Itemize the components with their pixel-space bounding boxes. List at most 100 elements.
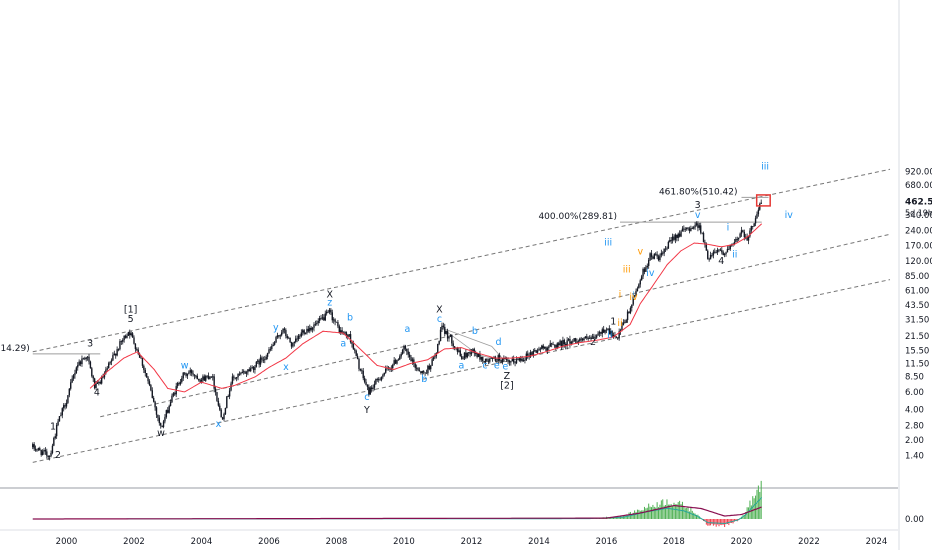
price-tick-label: 15.50 <box>905 346 929 356</box>
candle-body <box>158 417 161 424</box>
candle-body <box>160 423 162 426</box>
candle-body <box>567 339 570 341</box>
candle-body <box>380 376 383 381</box>
candle-body <box>264 359 266 361</box>
candle-body <box>34 448 37 451</box>
candle-body <box>546 348 549 351</box>
candle-body <box>278 335 280 337</box>
candle-body <box>420 371 422 374</box>
candle-body <box>133 337 135 344</box>
candle-body <box>186 373 189 376</box>
candle-body <box>475 353 477 354</box>
price-tick-label: 8.50 <box>905 373 924 383</box>
candle-body <box>105 369 107 374</box>
price-axis[interactable]: 1.40 2.00 2.80 4.00 6.00 8.50 11.50 15.50 21.50 3… <box>898 0 932 550</box>
candle-body <box>666 248 668 250</box>
candle-body <box>77 365 79 368</box>
candle-body <box>317 320 319 324</box>
wave-label: [2] <box>500 380 513 391</box>
candle-body <box>43 449 45 452</box>
wave-label: w <box>181 361 189 372</box>
candle-body <box>84 358 86 360</box>
candle-body <box>148 381 151 386</box>
candle-body <box>563 340 566 345</box>
candle-body <box>330 309 332 313</box>
candle-body <box>496 360 498 362</box>
candle-body <box>725 252 727 255</box>
moving-average <box>89 223 763 393</box>
candle-body <box>674 234 677 240</box>
candle-body <box>202 376 204 380</box>
wave-label: 2 <box>590 337 596 348</box>
candle-body <box>183 372 186 374</box>
wave-label: c <box>482 361 487 372</box>
candle-body <box>272 344 274 347</box>
candle-body <box>479 353 481 360</box>
price-tick-label: 6.00 <box>905 388 924 398</box>
time-axis[interactable]: 2000 2002 2004 2006 2008 2010 2012 2014 2016 2018… <box>56 537 888 547</box>
candle-body <box>79 361 82 365</box>
candle-body <box>235 377 238 379</box>
candle-body <box>500 360 502 363</box>
candle-body <box>459 350 461 357</box>
wave-label: X <box>436 304 443 315</box>
candle-body <box>102 376 104 378</box>
candle-body <box>664 248 667 250</box>
candle-body <box>33 444 35 449</box>
candle-body <box>448 336 450 339</box>
candle-body <box>88 356 90 362</box>
candle-body <box>127 332 130 336</box>
candle-body <box>550 343 553 345</box>
candle-body <box>363 378 366 382</box>
candle-body <box>742 230 744 232</box>
wave-label: iv <box>629 292 638 303</box>
candle-body <box>141 358 144 366</box>
candle-body <box>633 295 636 297</box>
candle-body <box>749 230 751 237</box>
candle-body <box>113 353 116 356</box>
candle-body <box>414 364 416 368</box>
candle-body <box>259 357 262 365</box>
candle-body <box>107 363 110 369</box>
candle-body <box>444 326 446 334</box>
candle-body <box>545 346 547 351</box>
candle-body <box>91 368 93 377</box>
candle-body <box>48 456 51 458</box>
candle-body <box>269 348 272 350</box>
candle-body <box>122 339 124 342</box>
candle-body <box>663 248 665 254</box>
candle-body <box>171 395 173 403</box>
candle-body <box>570 341 573 344</box>
candle-body <box>124 335 127 338</box>
candle-body <box>754 218 757 224</box>
candle-body <box>375 379 377 384</box>
candle-body <box>562 340 564 347</box>
candle-body <box>470 352 473 355</box>
wave-label: e <box>502 362 508 373</box>
candle-body <box>595 335 598 338</box>
candle-body <box>735 238 737 242</box>
candle-body <box>632 296 634 305</box>
candle-body <box>684 228 686 230</box>
candle-body <box>224 407 227 415</box>
candle-body <box>583 338 585 341</box>
price-tick-label: 1.40 <box>905 452 924 462</box>
wave-label: ii <box>617 318 622 329</box>
candle-body <box>605 329 608 331</box>
candle-body <box>268 349 270 354</box>
candle-body <box>566 340 568 346</box>
candle-body <box>316 323 318 324</box>
candle-body <box>593 336 595 339</box>
candle-body <box>577 341 580 344</box>
candle-body <box>728 248 730 250</box>
candle-body <box>504 358 506 360</box>
candle-body <box>372 387 374 390</box>
wave-label: x <box>216 419 222 430</box>
candle-body <box>172 393 175 396</box>
candle-body <box>144 369 146 374</box>
candle-body <box>238 373 241 375</box>
candle-body <box>750 226 753 231</box>
candle-body <box>293 341 296 343</box>
candle-body <box>625 320 627 323</box>
